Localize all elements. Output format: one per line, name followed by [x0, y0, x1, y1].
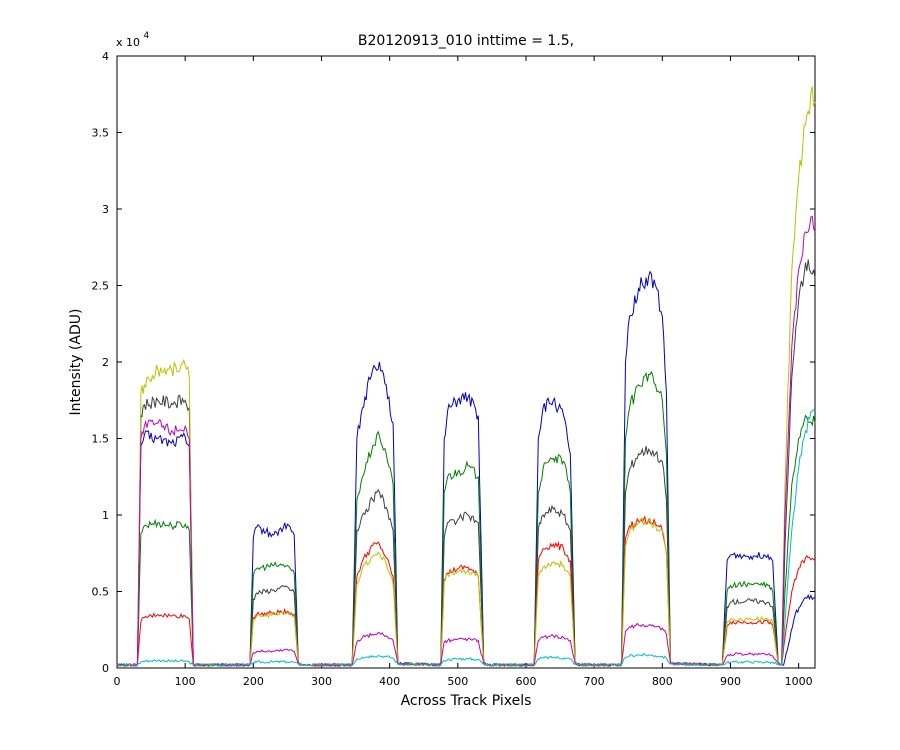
series-line-7 — [116, 409, 816, 667]
y-tick-label: 4 — [102, 50, 109, 63]
y-tick-label: 2.5 — [92, 280, 110, 293]
series-group — [116, 86, 816, 668]
x-tick-label: 100 — [175, 675, 196, 688]
y-exponent-power: 4 — [144, 31, 150, 41]
chart-title: B20120913_010 inttime = 1.5, — [358, 33, 574, 49]
series-line-4 — [116, 515, 816, 668]
y-tick-label: 3.5 — [92, 127, 110, 140]
y-tick-label: 3 — [102, 203, 109, 216]
x-tick-label: 1000 — [785, 675, 813, 688]
y-exponent-base: x 10 — [116, 36, 140, 49]
y-axis-title: Intensity (ADU) — [68, 309, 84, 416]
y-tick-label: 1.5 — [92, 433, 110, 446]
x-tick-label: 200 — [243, 675, 264, 688]
x-tick-label: 900 — [720, 675, 741, 688]
x-tick-label: 600 — [515, 675, 536, 688]
y-exponent-label: x 10 4 — [116, 31, 150, 49]
y-tick-label: 2 — [102, 356, 109, 369]
y-tick-label: 1 — [102, 509, 109, 522]
x-tick-label: 400 — [379, 675, 400, 688]
x-tick-label: 300 — [311, 675, 332, 688]
plot-area — [116, 55, 816, 669]
y-tick-label: 0 — [102, 662, 109, 675]
y-tick-label: 0.5 — [92, 586, 110, 599]
x-tick-label: 700 — [584, 675, 605, 688]
x-tick-label: 500 — [447, 675, 468, 688]
axis-ticks: 0 100 200 300 400 500 600 700 800 900 1000 0 0.5 1 1.5… — [92, 50, 815, 688]
x-axis-title: Across Track Pixels — [401, 693, 532, 709]
x-tick-label: 800 — [652, 675, 673, 688]
x-tick-label: 0 — [114, 675, 121, 688]
